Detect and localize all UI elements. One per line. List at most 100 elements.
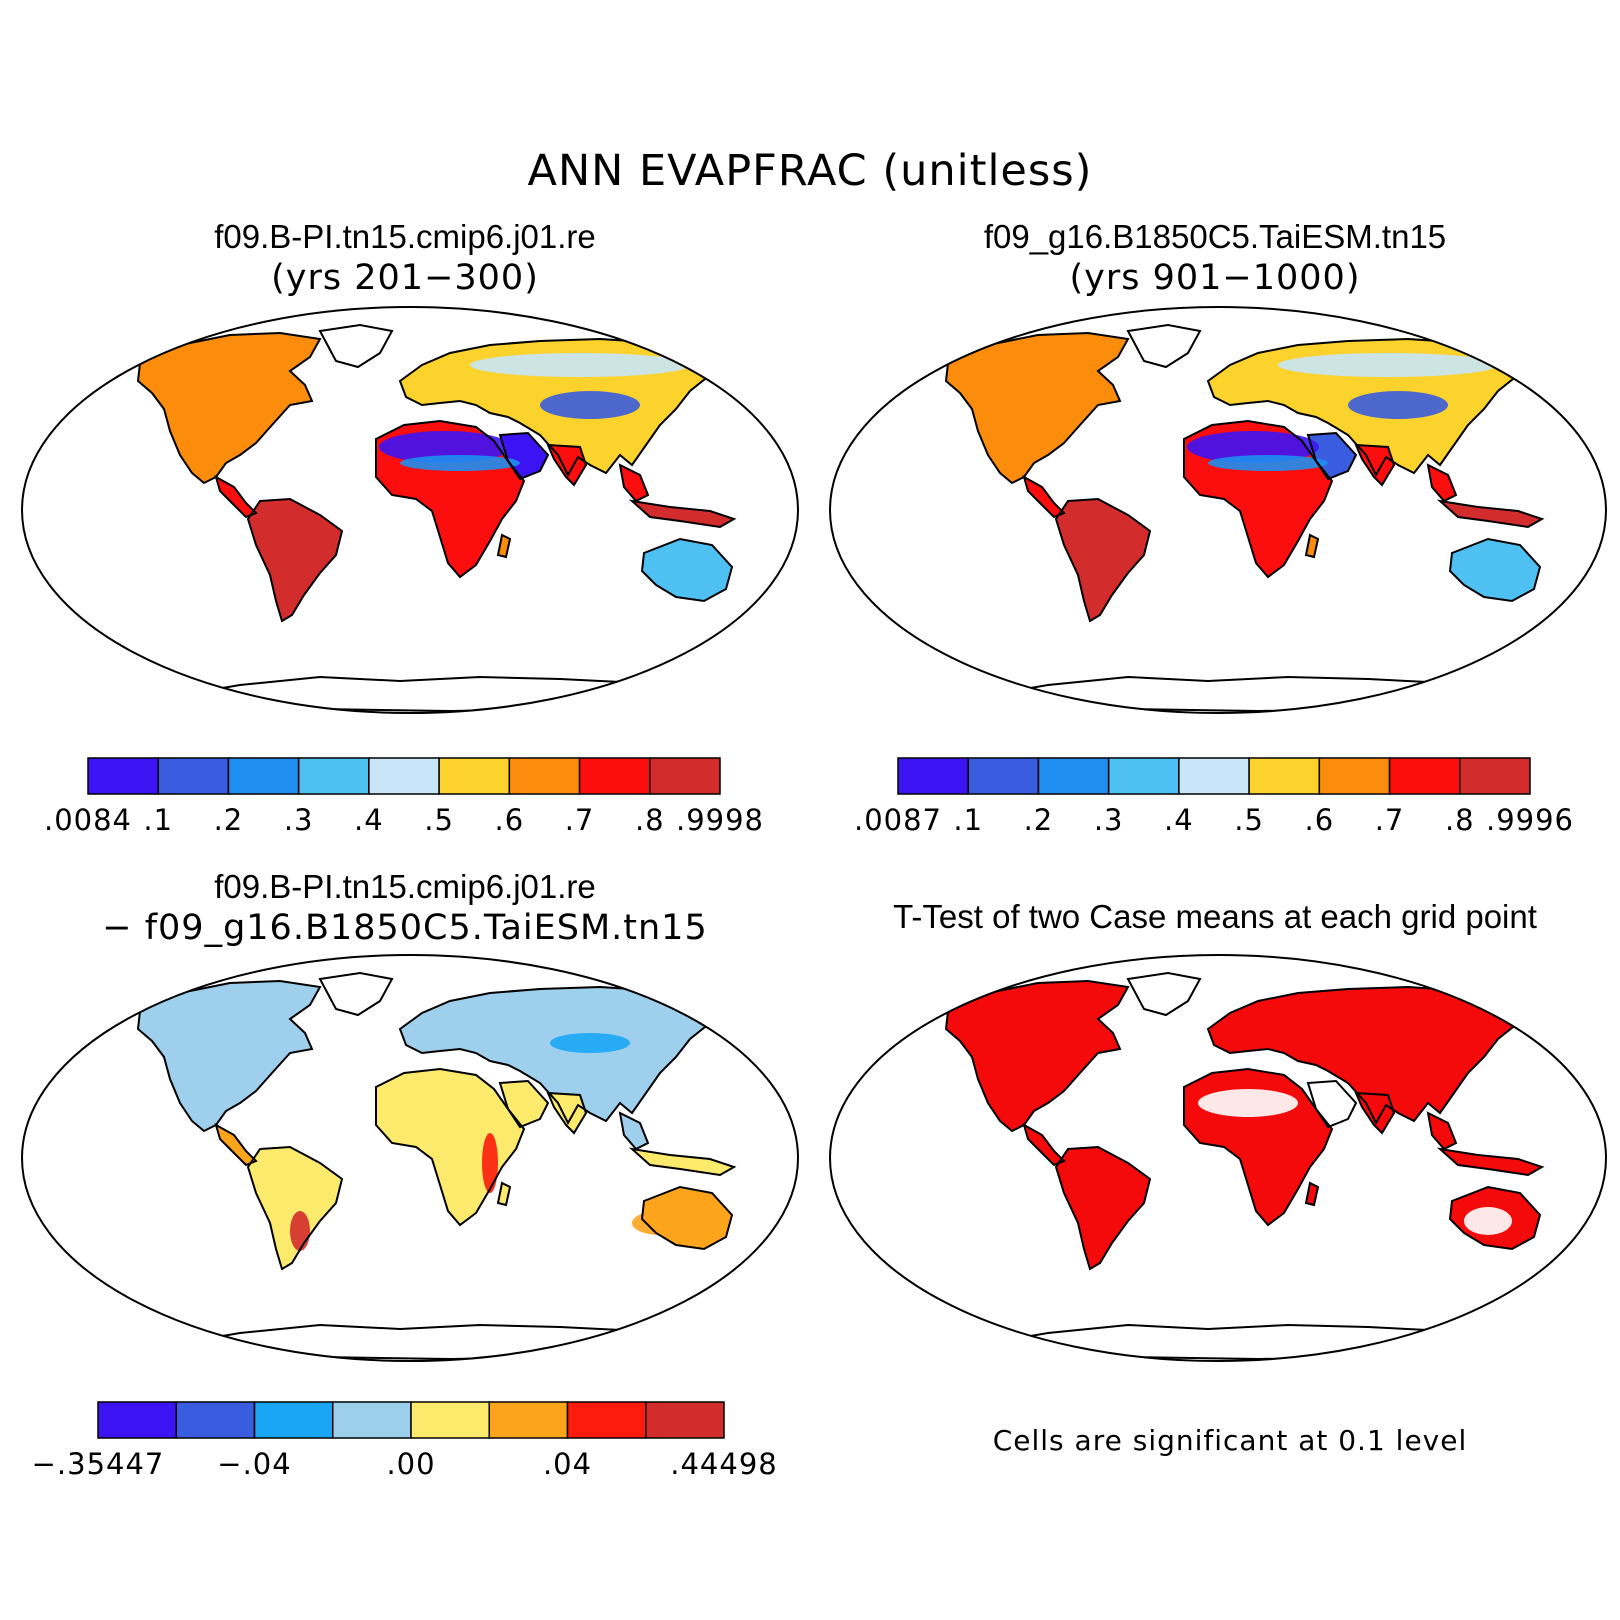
land-greenland	[1128, 973, 1200, 1015]
land-indonesia	[1440, 501, 1542, 527]
land-indonesia	[632, 1149, 734, 1175]
colorbar-tick-label: .2	[214, 803, 244, 837]
colorbar-tick-label: .9996	[1486, 803, 1574, 837]
coast-madagascar	[1304, 1181, 1320, 1207]
land-arabia	[500, 433, 548, 479]
field-patch	[400, 455, 520, 471]
land-centralAm	[1024, 1125, 1064, 1165]
colorbar-tick-label: .00	[386, 1447, 435, 1481]
coast-madagascar	[496, 533, 512, 559]
colorbar-swatch	[1037, 757, 1110, 795]
coast-arabia	[1306, 431, 1358, 481]
coast-indonesia	[628, 499, 737, 529]
field-patch	[632, 1211, 688, 1235]
coast-northAmerica	[944, 979, 1130, 1133]
land-southAmerica	[248, 499, 342, 621]
land-australia	[1450, 539, 1540, 601]
colorbar-swatch	[175, 1401, 256, 1439]
colorbar-swatch	[368, 757, 440, 795]
colorbar-tick-label: .5	[424, 803, 454, 837]
colorbar-tick-label: .3	[1094, 803, 1124, 837]
colorbar-2: .0087 .1 .2 .3 .4 .5 .6 .7 .8 .9996	[854, 757, 1574, 837]
colorbar-swatch	[410, 1401, 490, 1439]
coast-africa	[1183, 1067, 1334, 1227]
colorbar-tick-label: .4	[354, 803, 384, 837]
map-frame	[829, 954, 1607, 1362]
colorbar-swatch	[1107, 757, 1180, 795]
land-australia	[642, 539, 732, 601]
colorbar-swatch	[649, 757, 721, 795]
colorbar-swatch	[566, 1401, 647, 1439]
colorbar-swatch	[508, 757, 581, 795]
coast-indonesia	[1436, 499, 1545, 529]
colorbar-tick-label: .7	[1375, 803, 1405, 837]
field-patch	[379, 431, 511, 463]
colorbar-swatch	[645, 1401, 725, 1439]
coast-northAmerica	[136, 979, 322, 1133]
colorbar-tick-label: .1	[953, 803, 983, 837]
land-southAmerica	[1056, 499, 1150, 621]
coast-eurasia	[1206, 985, 1519, 1126]
colorbar-swatch	[438, 757, 511, 795]
colorbar-tick-label: .9998	[676, 803, 764, 837]
field-patch	[290, 1211, 310, 1251]
colorbar-tick-label: .0087	[854, 803, 942, 837]
coast-africa	[375, 419, 526, 579]
panel-3-title: f09.B-PI.tn15.cmip6.j01.re	[214, 868, 596, 905]
land-eurasia	[1208, 987, 1518, 1123]
land-northAmerica	[946, 981, 1128, 1131]
coast-africa	[1183, 419, 1334, 579]
field-patch	[1278, 353, 1498, 377]
coast-india	[1354, 443, 1396, 487]
colorbar-swatch	[1248, 757, 1321, 795]
panel-4-title: T-Test of two Case means at each grid po…	[893, 898, 1537, 935]
land-seAsia	[1428, 465, 1456, 501]
colorbar-tick-label: .8	[635, 803, 665, 837]
colorbar-tick-label: .0084	[44, 803, 132, 837]
coast-eurasia	[1206, 337, 1519, 478]
map-panel-2	[829, 306, 1607, 714]
colorbar-swatch	[488, 1401, 569, 1439]
coast-australia	[1448, 537, 1542, 603]
land-arabia	[1308, 1081, 1356, 1127]
colorbar-tick-label: .5	[1234, 803, 1264, 837]
coast-india	[546, 1091, 588, 1135]
coast-northAmerica	[944, 331, 1130, 485]
coast-africa	[375, 1067, 526, 1227]
coast-indonesia	[628, 1147, 737, 1177]
colorbar-swatch	[253, 1401, 334, 1439]
coast-greenland	[318, 323, 394, 369]
panel-1-subtitle: (yrs 201−300)	[271, 258, 539, 298]
panel-3-subtitle: − f09_g16.B1850C5.TaiESM.tn15	[102, 908, 708, 948]
land-eurasia	[400, 987, 710, 1123]
coast-australia	[640, 1185, 734, 1251]
field-patch	[540, 391, 640, 419]
colorbar-1: .0084 .1 .2 .3 .4 .5 .6 .7 .8 .9998	[44, 757, 764, 837]
coast-greenland	[1126, 323, 1202, 369]
coast-southAmerica	[246, 497, 344, 623]
coast-india	[546, 443, 588, 487]
colorbar-swatch	[227, 757, 300, 795]
land-northAmerica	[946, 333, 1128, 483]
coast-seAsia	[1426, 1111, 1458, 1151]
land-greenland	[320, 325, 392, 367]
coast-australia	[1448, 1185, 1542, 1251]
colorbar-swatch	[297, 757, 370, 795]
colorbar-tick-label: .4	[1164, 803, 1194, 837]
colorbar-swatch	[1388, 757, 1461, 795]
colorbar-swatch	[87, 757, 159, 795]
land-centralAm	[216, 1125, 256, 1165]
land-northAmerica	[138, 981, 320, 1131]
coast-northAmerica	[136, 331, 322, 485]
land-seAsia	[620, 1113, 648, 1149]
colorbar-swatch	[97, 1401, 177, 1439]
land-arabia	[500, 1081, 548, 1127]
coast-indonesia	[1436, 1147, 1545, 1177]
coast-eurasia	[398, 985, 711, 1126]
colorbar-swatch	[1178, 757, 1250, 795]
coast-southAmerica	[1054, 497, 1152, 623]
coast-india	[1354, 1091, 1396, 1135]
coast-arabia	[498, 431, 550, 481]
land-indonesia	[1440, 1149, 1542, 1175]
